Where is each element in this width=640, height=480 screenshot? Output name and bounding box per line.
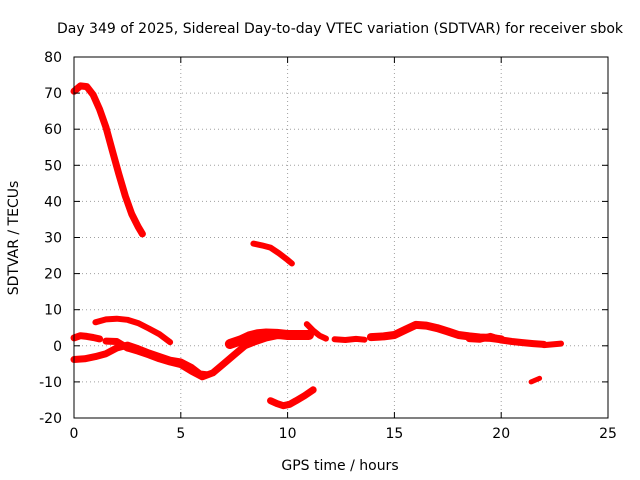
x-axis-label: GPS time / hours (281, 458, 398, 474)
series-arc-13 (528, 375, 543, 385)
chart-title: Day 349 of 2025, Sidereal Day-to-day VTE… (57, 21, 624, 37)
x-tick-label: 5 (176, 426, 185, 442)
data-series (70, 82, 564, 410)
series-arc-7 (224, 328, 314, 349)
y-tick-label: 80 (44, 50, 62, 66)
x-tick-label: 15 (385, 426, 403, 442)
y-tick-label: 50 (44, 158, 62, 174)
axis-ticks: 0 5 10 15 20 25 -20 -10 0 10 20 30 40 50 60 70 80 (39, 50, 617, 442)
x-tick-label: 0 (70, 426, 79, 442)
series-arc-6 (102, 331, 313, 381)
x-tick-label: 25 (599, 426, 617, 442)
y-tick-label: 30 (44, 231, 62, 247)
series-arc-2 (250, 240, 295, 267)
series-arc-12 (540, 340, 564, 349)
grid-lines (74, 57, 608, 418)
y-tick-label: 0 (53, 339, 62, 355)
series-arc-9 (331, 335, 368, 343)
y-tick-label: 70 (44, 86, 62, 102)
y-tick-label: 60 (44, 122, 62, 138)
x-tick-label: 10 (279, 426, 297, 442)
series-arc-3 (92, 315, 174, 346)
x-tick-label: 20 (492, 426, 510, 442)
y-tick-label: -20 (39, 411, 62, 427)
series-arc-1 (70, 82, 146, 238)
series-arc-4 (70, 332, 104, 343)
y-tick-label: 20 (44, 267, 62, 283)
series-arc-14 (267, 386, 317, 410)
y-tick-label: 10 (44, 303, 62, 319)
series-arc-11 (465, 332, 548, 348)
y-tick-label: -10 (39, 375, 62, 391)
y-axis-label: SDTVAR / TECUs (6, 181, 22, 296)
series-arc-8 (303, 321, 329, 342)
y-tick-label: 40 (44, 194, 62, 210)
